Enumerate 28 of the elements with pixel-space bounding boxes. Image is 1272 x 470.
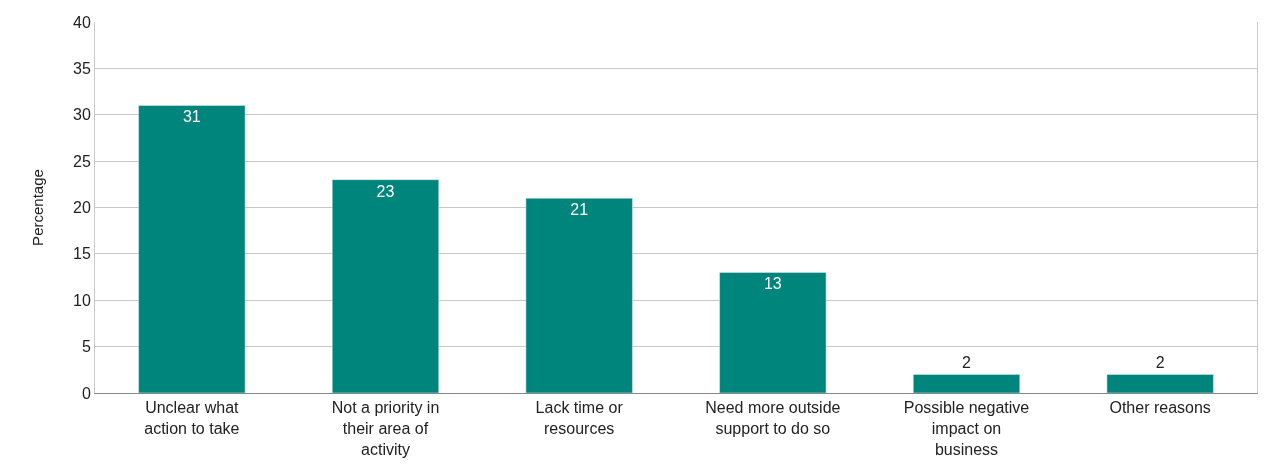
bar <box>1106 374 1214 393</box>
x-tick-label: Other reasons <box>1109 399 1211 417</box>
bar <box>331 179 440 393</box>
x-tick-label: Need more outside support to do so <box>705 399 841 437</box>
y-tick-label: 30 <box>73 106 91 124</box>
x-tick-label: Lack time or resources <box>535 399 624 437</box>
x-tick-label: Possible negative impact on business <box>903 399 1030 458</box>
data-label: 13 <box>763 275 782 293</box>
data-label: 2 <box>1155 354 1165 372</box>
x-tick-label: Not a priority in their area of activity <box>331 399 440 458</box>
bar <box>525 197 633 393</box>
data-label: 31 <box>182 108 201 126</box>
data-label: 23 <box>376 182 395 200</box>
y-tick-label: 25 <box>73 152 91 170</box>
y-tick-label: 40 <box>73 13 91 31</box>
bar <box>138 105 246 393</box>
data-label: 2 <box>962 354 971 372</box>
y-axis-title: Percentage <box>29 169 47 246</box>
data-label: 21 <box>570 201 589 219</box>
bar <box>912 374 1021 393</box>
x-tick-label: Unclear what action to take <box>144 399 240 437</box>
y-tick-label: 15 <box>73 245 91 263</box>
y-tick-label: 5 <box>81 338 91 356</box>
y-tick-label: 0 <box>81 384 91 402</box>
y-tick-label: 10 <box>73 291 91 309</box>
y-tick-label: 20 <box>73 199 91 217</box>
y-tick-label: 35 <box>73 59 91 77</box>
bar <box>719 272 827 393</box>
